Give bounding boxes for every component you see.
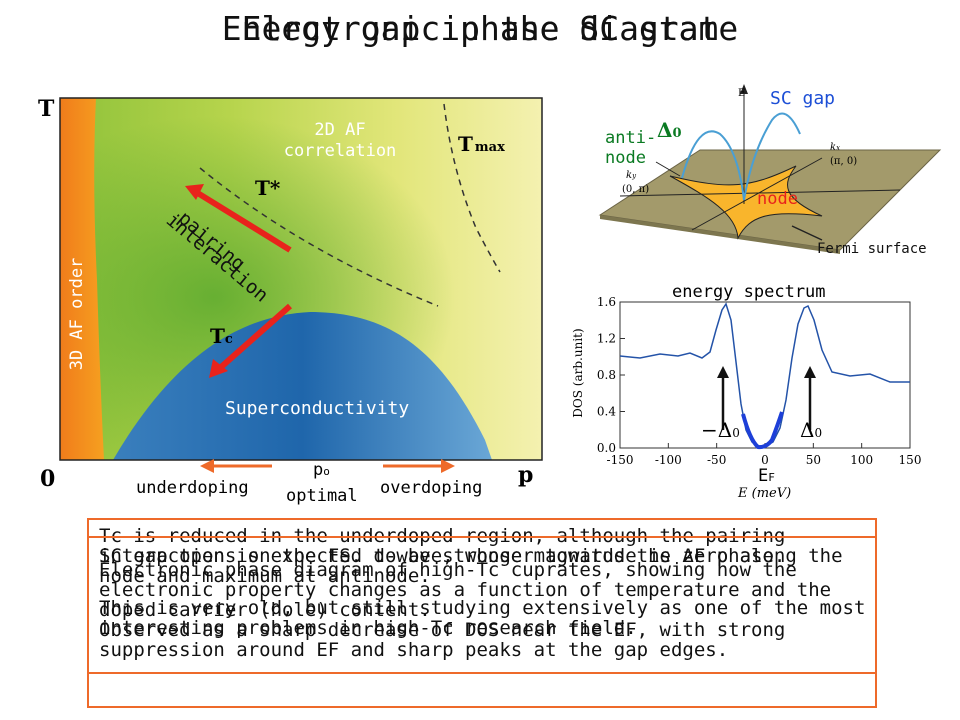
caption-phase-diagram: Electronic phase diagram of high-Tc cupr… bbox=[99, 559, 832, 621]
tc-arrow-head bbox=[209, 359, 228, 378]
delta0-label: Δ0 bbox=[657, 118, 682, 142]
tc-label-main: T bbox=[210, 324, 225, 348]
p0-label: po bbox=[313, 460, 330, 480]
diagram-frame bbox=[59, 97, 543, 461]
tc-label-sub: c bbox=[224, 332, 233, 347]
y-tick-label: 0.4 bbox=[597, 405, 616, 419]
underdoping-label: underdoping bbox=[136, 478, 249, 498]
energy-axis-label: E (meV) bbox=[738, 486, 792, 501]
tstar-line bbox=[199, 167, 439, 307]
x-tick-label: -150 bbox=[607, 453, 634, 467]
gap-bottom-highlight bbox=[741, 411, 784, 450]
overdoping-label: overdoping bbox=[380, 478, 483, 498]
e-axis-label: E bbox=[738, 88, 746, 99]
e-axis-head bbox=[740, 84, 748, 94]
node-label: node bbox=[757, 189, 798, 209]
ky-axis bbox=[691, 157, 823, 231]
caption-dos: Observed as a sharp decrease of DOS near… bbox=[99, 619, 786, 661]
sc-gap-label: SC gap bbox=[770, 88, 836, 109]
antinode-label-2: node bbox=[605, 148, 646, 168]
delta0-label-sub: 0 bbox=[672, 126, 682, 141]
pos-delta-label-sub: 0 bbox=[814, 426, 823, 440]
caption-box-outer: Tc is reduced in the underdoped region, … bbox=[87, 518, 877, 708]
y-tick-label: 1.6 bbox=[597, 295, 616, 309]
pos-delta-arrow-head bbox=[804, 366, 816, 378]
pairing-arrow bbox=[194, 189, 292, 253]
energy-spectrum-plot: 0.0 0.4 0.8 1.2 1.6 -150 -100 -50 0 50 100 150 bbox=[597, 295, 922, 467]
slide-title-2: Energy gap in the SC state bbox=[221, 9, 739, 48]
sc-region-label: Superconductivity bbox=[225, 398, 410, 419]
t-axis-label: T bbox=[38, 96, 55, 122]
x-tick-label: 150 bbox=[899, 453, 922, 467]
af-order-label: 3D AF order bbox=[67, 257, 87, 371]
y-ticks: 0.0 0.4 0.8 1.2 1.6 bbox=[597, 295, 625, 455]
caption-box-inner bbox=[87, 536, 877, 674]
underdoping-arrow-head bbox=[200, 459, 214, 473]
delta0-label-main: Δ bbox=[657, 118, 673, 142]
x-ticks: -150 -100 -50 0 50 100 150 bbox=[607, 443, 922, 467]
energy-spectrum-label: energy spectrum bbox=[672, 282, 826, 302]
y-tick-label: 1.2 bbox=[597, 332, 616, 346]
y-tick-label: 0.8 bbox=[597, 368, 616, 382]
ky-axis-label: ky bbox=[626, 170, 636, 181]
neg-delta-label-main: −Δ bbox=[701, 418, 733, 442]
fermi-surface-pointer bbox=[791, 225, 823, 241]
fermi-surface-label: Fermi surface bbox=[817, 241, 927, 257]
pos-delta-label-main: Δ bbox=[800, 418, 815, 442]
p0-label-sub: o bbox=[323, 465, 330, 478]
neg-delta-label: −Δ0 bbox=[701, 418, 740, 442]
dos-curve bbox=[619, 302, 910, 447]
pi0-label: (π, 0) bbox=[830, 156, 858, 167]
x-tick-label: -100 bbox=[655, 453, 682, 467]
ky-axis-label-main: k bbox=[626, 170, 633, 181]
ef-label-sub: F bbox=[768, 471, 775, 484]
dos-axis-label: DOS (arb.unit) bbox=[571, 328, 585, 418]
ef-label-main: E bbox=[758, 466, 769, 486]
x-tick-label: -50 bbox=[707, 453, 726, 467]
k-plane-front bbox=[600, 215, 840, 254]
slide-title-1: Electronic phase diagram bbox=[241, 9, 719, 48]
origin-label: 0 bbox=[40, 466, 56, 492]
tmax-label-main: T bbox=[458, 132, 473, 156]
p0-label-main: p bbox=[313, 460, 324, 480]
pairing-arrow-head bbox=[185, 184, 204, 200]
x-tick-label: 50 bbox=[806, 453, 821, 467]
x-tick-label: 0 bbox=[761, 453, 769, 467]
y-tick-label: 0.0 bbox=[597, 441, 616, 455]
overdoping-arrow-head bbox=[441, 459, 455, 473]
kx-axis-label-sub: x bbox=[836, 144, 841, 152]
p-axis-label: p bbox=[518, 462, 534, 488]
antinode-label-1: anti- bbox=[605, 128, 657, 148]
kx-axis-label-main: k bbox=[830, 142, 837, 153]
kx-axis-label: kx bbox=[830, 142, 840, 153]
phase-diagram bbox=[59, 97, 543, 473]
tc-arrow bbox=[218, 303, 292, 371]
caption-sc-gap: SC gap opens on the FS. d-wave, whose ma… bbox=[99, 545, 843, 587]
af-correlation-label-2: correlation bbox=[283, 141, 397, 161]
tc-label: Tc bbox=[210, 324, 233, 348]
caption-research: This is very old, but still studying ext… bbox=[99, 597, 866, 639]
ky-axis-label-sub: y bbox=[632, 172, 637, 180]
pos-delta-label: Δ0 bbox=[800, 418, 822, 442]
gap-diagram bbox=[598, 84, 942, 254]
af-order-region bbox=[60, 98, 104, 460]
tstar-label: T* bbox=[255, 176, 281, 200]
x-tick-label: 100 bbox=[850, 453, 873, 467]
ef-label: EF bbox=[758, 466, 775, 486]
neg-delta-arrow-head bbox=[717, 366, 729, 378]
sc-gap-curve bbox=[681, 112, 801, 201]
neg-delta-label-sub: 0 bbox=[732, 426, 740, 440]
antinode-pointer bbox=[655, 161, 681, 177]
kx-axis bbox=[619, 189, 901, 197]
sc-dome bbox=[113, 312, 492, 460]
fermi-surface bbox=[669, 165, 823, 240]
optimal-label: optimal bbox=[286, 486, 358, 506]
tmax-label-sub: max bbox=[474, 140, 505, 155]
af-correlation-label-1: 2D AF bbox=[314, 120, 366, 140]
0pi-label: (0, π) bbox=[622, 184, 650, 195]
